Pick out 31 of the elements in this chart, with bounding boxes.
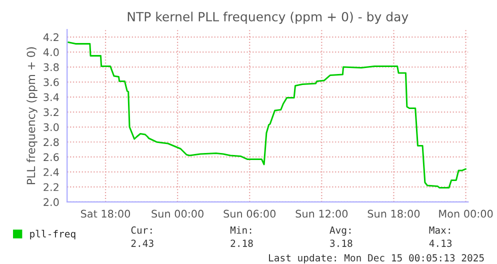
y-tick-label: 3.8 — [44, 63, 59, 72]
text: 2.43 — [131, 240, 154, 247]
x-tick-label: Sun 00:00 — [152, 210, 204, 218]
text: Min: — [230, 226, 252, 234]
y-tick-label: 2.6 — [44, 153, 59, 162]
text: Max: — [429, 226, 450, 234]
x-tick-label: Mon 00:00 — [439, 210, 493, 218]
y-axis-title: PLL frequency (ppm + 0) — [26, 47, 38, 184]
y-tick-label: 2.4 — [44, 168, 59, 176]
y-tick-label: 2.2 — [44, 183, 58, 191]
y-tick-label: 2.0 — [44, 198, 59, 206]
text: 4.13 — [429, 240, 452, 247]
text: 3.18 — [330, 240, 352, 247]
y-tick-label: 3.0 — [44, 123, 59, 132]
y-tick-label: 2.8 — [44, 138, 59, 146]
x-tick-label: Sat 18:00 — [81, 210, 130, 218]
y-tick-label: 4.0 — [43, 48, 59, 56]
text: Cur: — [131, 226, 152, 234]
x-tick-label: Sun 18:00 — [368, 210, 420, 218]
y-tick-label: 3.2 — [44, 108, 58, 116]
x-tick-label: Sun 12:00 — [296, 210, 348, 218]
line-series — [68, 42, 467, 188]
chart-title: NTP kernel PLL frequency (ppm + 0) - by day — [128, 12, 408, 24]
x-tick-label: Sun 06:00 — [224, 210, 276, 218]
legend-label: pll-freq — [30, 230, 76, 240]
y-tick-label: 4.2 — [43, 33, 58, 42]
y-tick-label: 3.4 — [44, 93, 59, 102]
text: 2.18 — [230, 240, 253, 247]
text: Avg: — [330, 226, 351, 236]
text: Last update: Mon Dec 15 00:05:13 2025 — [269, 254, 484, 264]
y-tick-label: 3.6 — [44, 78, 59, 86]
